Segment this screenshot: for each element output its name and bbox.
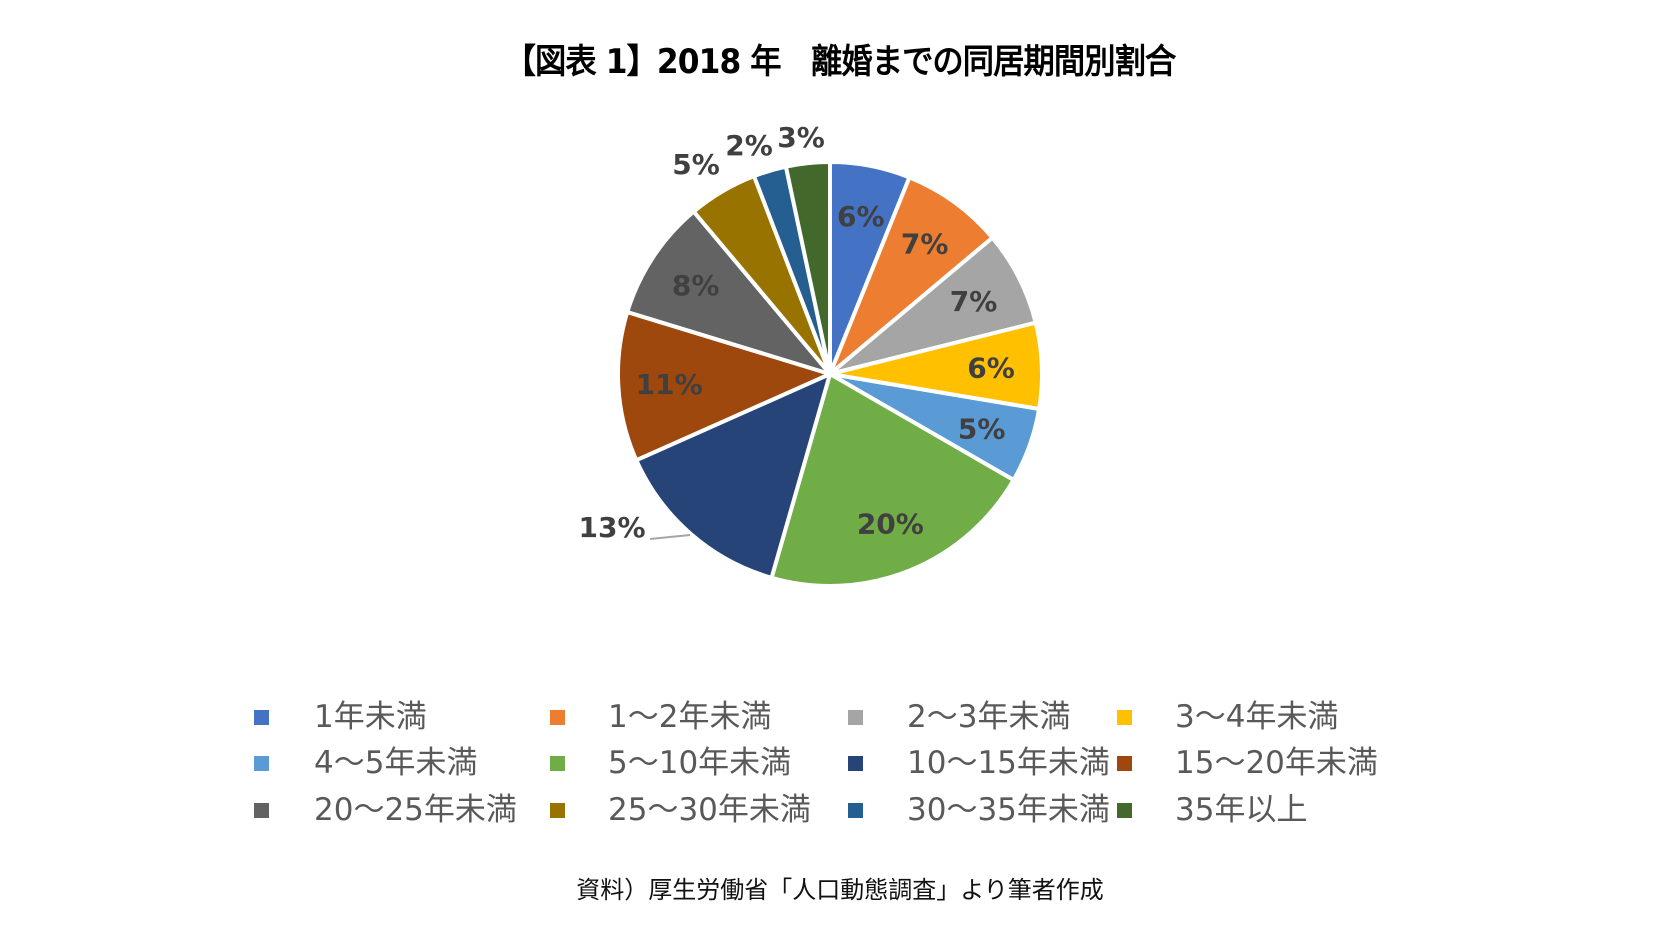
pie-slice (634, 372, 832, 580)
pie-data-label: 6% (967, 352, 1015, 385)
legend-label: 25～30年未満 (608, 792, 811, 828)
pie-data-label: 6% (837, 200, 885, 233)
legend-label: 35年以上 (1175, 792, 1308, 828)
source-caption: 資料）厚生労働省「人口動態調査」より筆者作成 (576, 876, 1104, 904)
pie-data-label: 8% (672, 269, 720, 302)
legend-swatch (254, 802, 269, 818)
pie-data-label: 5% (672, 148, 720, 181)
legend-label: 5～10年未満 (608, 745, 792, 781)
legend-swatch (1117, 709, 1132, 725)
pie-data-labels: 6%7%7%6%5%20%13%11%8%5%2% 3% (578, 121, 1014, 544)
legend-item: 35年以上 (1117, 790, 1307, 830)
legend-swatch (848, 709, 863, 725)
pie-slice (828, 175, 995, 376)
pie-data-label: 5% (958, 412, 1006, 445)
legend-swatch (254, 709, 269, 725)
legend-swatch (550, 755, 565, 771)
pie-data-label: 3% (777, 121, 825, 154)
pie-slice (616, 310, 832, 463)
legend-item: 15～20年未満 (1117, 743, 1378, 783)
pie-slice (769, 372, 1016, 588)
chart-title: 【図表 1】2018 年 離婚までの同居期間別割合 (504, 42, 1177, 82)
legend-label: 1年未満 (314, 699, 427, 735)
legend-swatch (848, 802, 863, 818)
legend-item: 3～4年未満 (1117, 697, 1338, 737)
legend-item: 1年未満 (254, 697, 427, 737)
legend-item: 20～25年未満 (254, 790, 517, 830)
legend-swatch (254, 755, 269, 771)
pie-slice (783, 160, 832, 376)
legend-swatch (1117, 755, 1132, 771)
legend-label: 1～2年未満 (608, 699, 772, 735)
pie-data-label: 11% (636, 368, 703, 401)
legend-item: 30～35年未満 (848, 790, 1110, 830)
pie-chart: 6%7%7%6%5%20%13%11%8%5%2% 3% (578, 121, 1044, 588)
legend-label: 20～25年未満 (314, 792, 517, 828)
legend-swatch (550, 802, 565, 818)
legend-item: 1～2年未満 (550, 697, 771, 737)
legend-label: 15～20年未満 (1175, 745, 1378, 781)
legend-swatch (550, 709, 565, 725)
legend-item: 25～30年未満 (550, 790, 811, 830)
legend-item: 2～3年未満 (848, 697, 1070, 737)
pie-data-label: 7% (950, 285, 998, 318)
legend-label: 30～35年未満 (907, 792, 1110, 828)
pie-slice (625, 209, 832, 376)
legend-label: 2～3年未満 (907, 699, 1071, 735)
legend-label: 10～15年未満 (907, 745, 1110, 781)
pie-data-label: 20% (857, 507, 924, 540)
legend-label: 3～4年未満 (1175, 699, 1339, 735)
pie-slices (616, 160, 1044, 588)
pie-data-label: 7% (901, 228, 949, 261)
legend-item: 5～10年未満 (550, 743, 791, 783)
legend-item: 4～5年未満 (254, 743, 477, 783)
legend-swatch (1117, 802, 1132, 818)
leader-line (649, 534, 691, 540)
pie-data-label: 13% (578, 511, 645, 544)
legend-swatch (848, 755, 863, 771)
pie-data-label: 2% (725, 129, 773, 162)
legend-item: 10～15年未満 (848, 743, 1110, 783)
legend-label: 4～5年未満 (314, 745, 478, 781)
